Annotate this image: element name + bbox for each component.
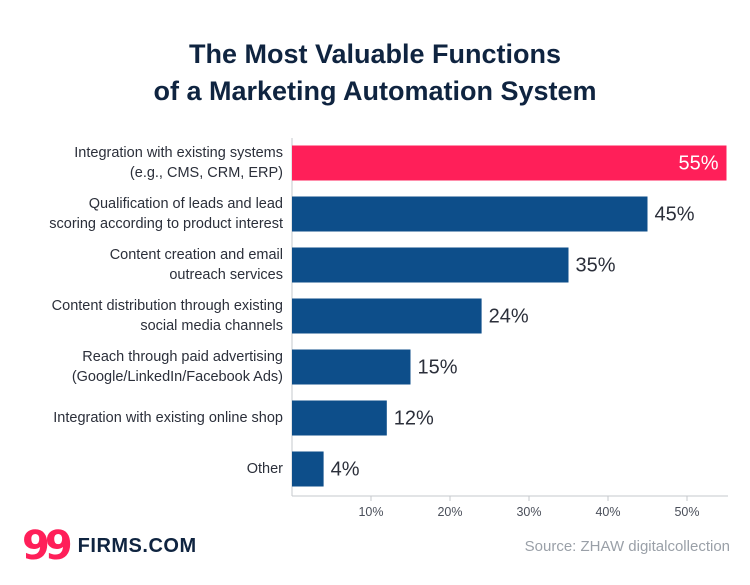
- x-tick-label: 20%: [437, 505, 462, 519]
- data-label: 12%: [394, 407, 434, 429]
- category-label: scoring according to product interest: [49, 216, 283, 232]
- category-label: Content distribution through existing: [52, 298, 283, 314]
- category-label: social media channels: [140, 318, 283, 334]
- x-tick-label: 50%: [674, 505, 699, 519]
- source-note: Source: ZHAW digitalcollection: [524, 538, 730, 555]
- category-label: Content creation and email: [110, 247, 283, 263]
- data-label: 24%: [489, 305, 529, 327]
- category-label: Qualification of leads and lead: [89, 196, 283, 212]
- bar: [292, 196, 648, 232]
- logo-mark-icon: 99: [22, 523, 73, 569]
- category-label: Other: [247, 461, 283, 477]
- category-label: Integration with existing systems: [74, 145, 283, 161]
- category-label: (Google/LinkedIn/Facebook Ads): [72, 369, 283, 385]
- x-tick-label: 30%: [516, 505, 541, 519]
- chart-title-line-1: The Most Valuable Functions: [188, 39, 562, 69]
- category-label: (e.g., CMS, CRM, ERP): [130, 165, 283, 181]
- chart-title: The Most Valuable Functions of a Marketi…: [0, 36, 750, 110]
- logo: 99 FIRMS.COM: [22, 523, 197, 569]
- x-tick-label: 10%: [358, 505, 383, 519]
- category-label: Integration with existing online shop: [53, 410, 283, 426]
- data-label: 35%: [576, 254, 616, 276]
- category-label: Reach through paid advertising: [82, 349, 283, 365]
- chart-title-line-2: of a Marketing Automation System: [153, 76, 597, 106]
- bar: [292, 400, 387, 436]
- bar: [292, 145, 727, 181]
- data-label: 15%: [418, 356, 458, 378]
- bar: [292, 451, 324, 487]
- data-label: 55%: [678, 152, 718, 174]
- data-label: 4%: [331, 458, 360, 480]
- x-tick-label: 40%: [595, 505, 620, 519]
- data-label: 45%: [655, 203, 695, 225]
- category-label: outreach services: [169, 267, 283, 283]
- bar: [292, 298, 482, 334]
- bar: [292, 247, 569, 283]
- bar: [292, 349, 411, 385]
- logo-text: FIRMS.COM: [77, 534, 197, 557]
